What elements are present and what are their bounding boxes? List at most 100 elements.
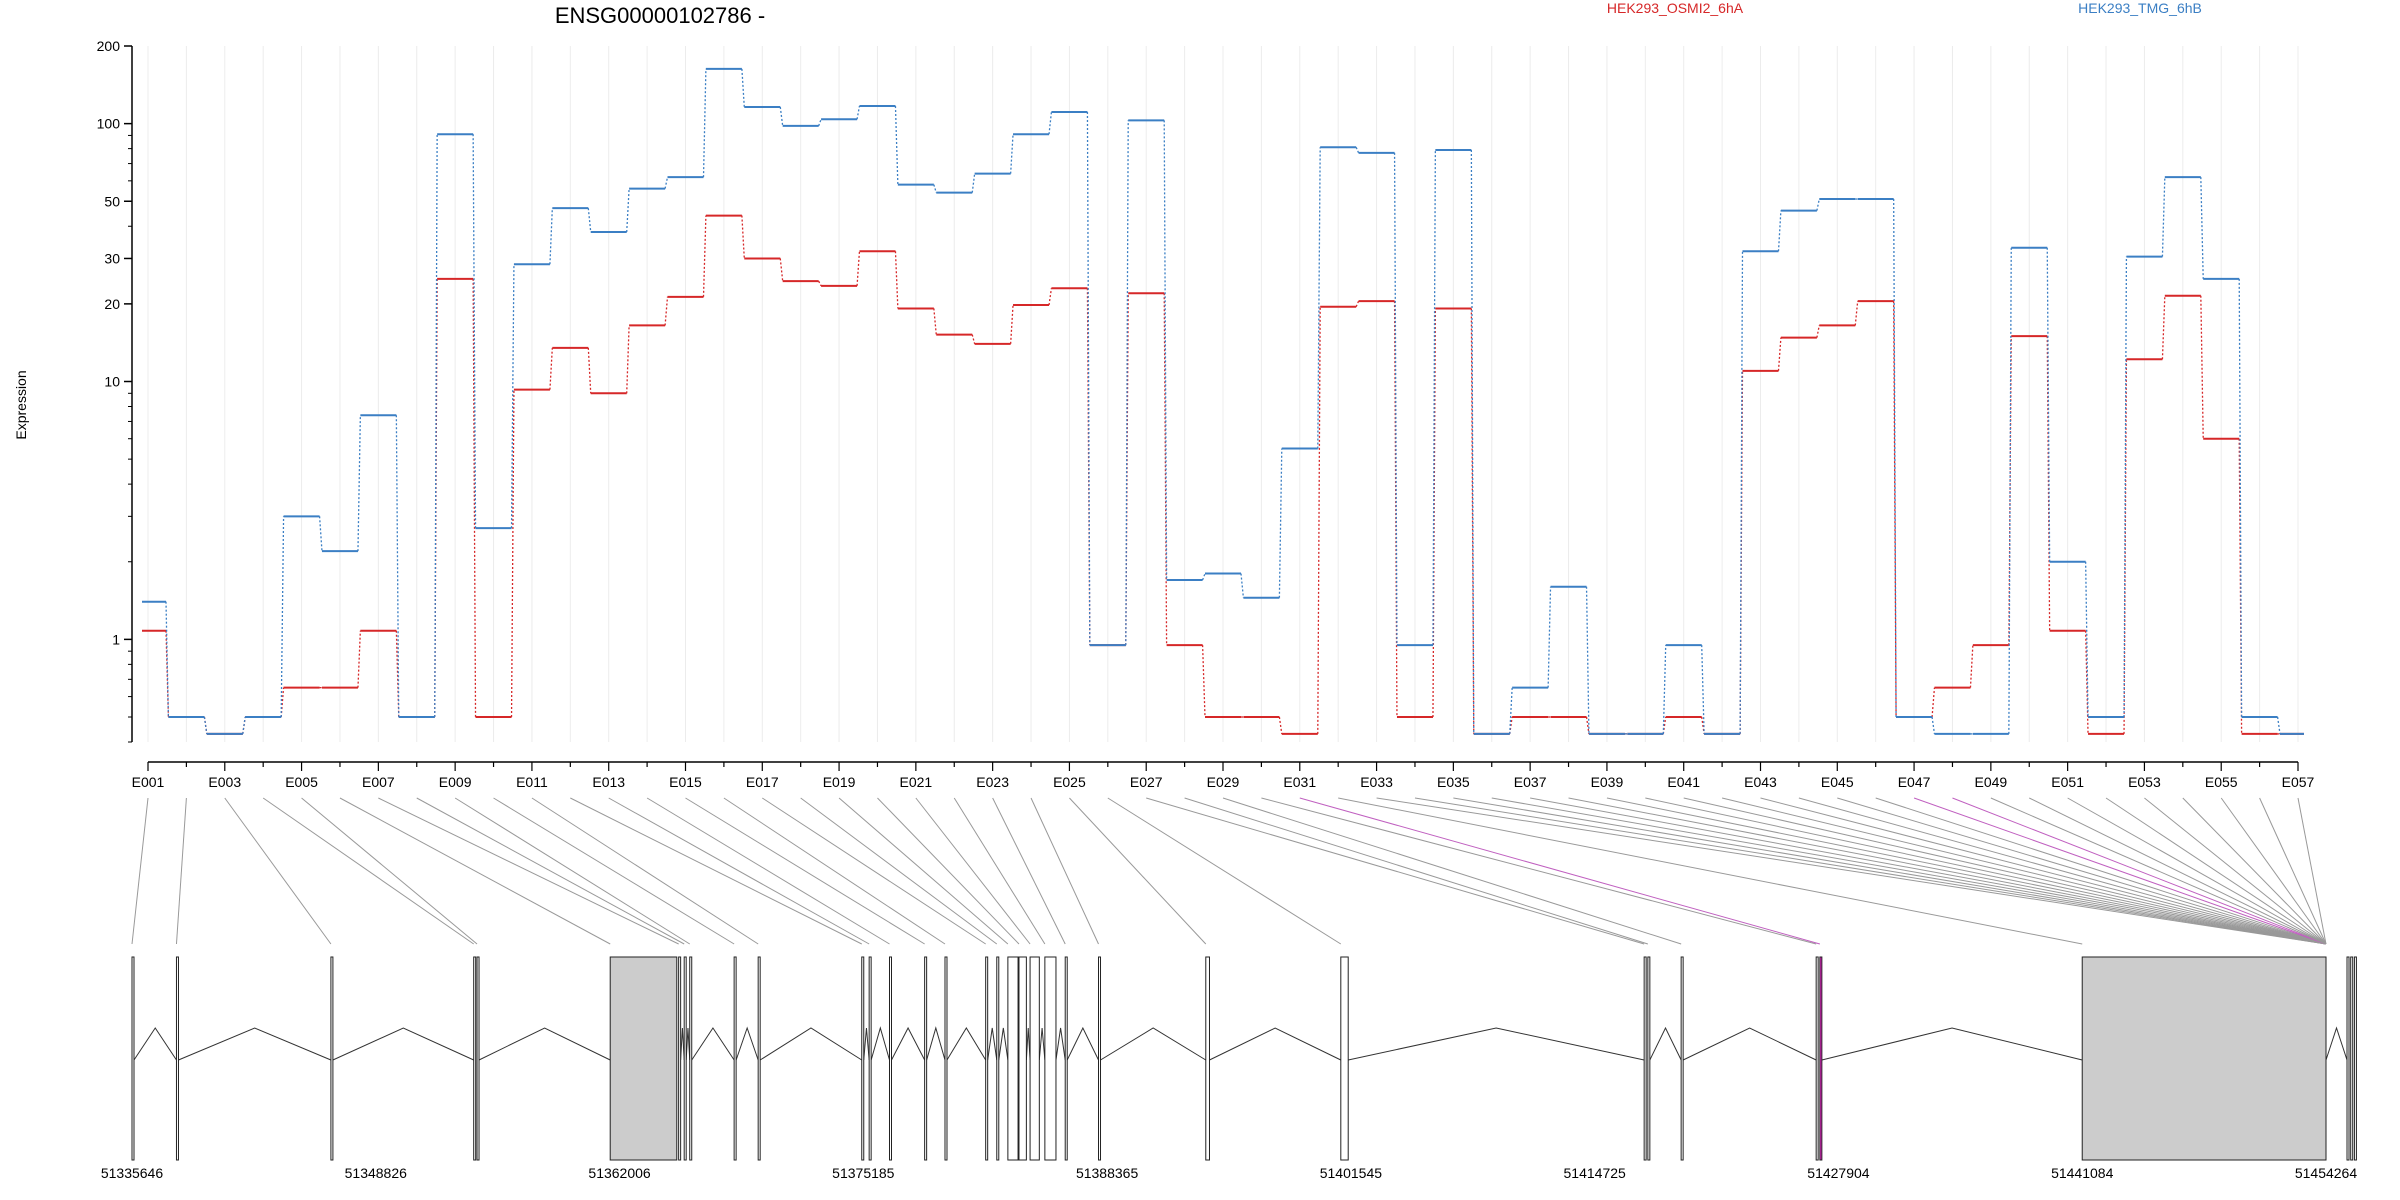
x-axis: E001 E003 E005 E007 E009 E011 E013 E015 E017 E019…: [132, 761, 2315, 790]
series-connector: [1470, 150, 1475, 734]
y-tick-label: 10: [104, 374, 120, 390]
exon-box: [996, 956, 1000, 1161]
exon-label: E053: [2128, 774, 2161, 790]
series-connector: [2123, 359, 2128, 734]
exon-connector: [1146, 797, 1645, 945]
exon-connector: [1875, 797, 2327, 945]
series-connector: [1240, 573, 1245, 598]
exon-connector: [531, 797, 759, 945]
intron-chevron: [1038, 1027, 1046, 1061]
exon-box: [861, 956, 865, 1161]
exon-label: E001: [132, 774, 165, 790]
exon-box: [476, 956, 480, 1161]
exon-box: [678, 956, 682, 1161]
series-connector: [280, 516, 285, 718]
exon-box: [1029, 956, 1040, 1161]
intron-chevron: [926, 1026, 946, 1061]
exon-box: [131, 956, 135, 1161]
exon-box: [175, 956, 179, 1161]
exon-connector: [2297, 797, 2327, 945]
series-connector: [434, 134, 438, 718]
intron-chevron: [691, 1027, 735, 1061]
exon-box: [2353, 956, 2357, 1161]
series-connector: [1509, 716, 1513, 734]
exon-box: [1340, 956, 1349, 1161]
series-connector: [1662, 716, 1667, 734]
exon-label: E019: [823, 774, 856, 790]
series-connector: [856, 105, 861, 120]
series-connector: [2084, 630, 2089, 734]
exon-label: E003: [208, 774, 241, 790]
series-connector: [2123, 256, 2128, 718]
series-connector: [549, 208, 553, 265]
exon-box: [868, 956, 872, 1161]
exon-label: E043: [1744, 774, 1777, 790]
exon-connectors: [131, 797, 2327, 945]
intron-chevron: [1649, 1026, 1682, 1061]
exon-box: [944, 956, 948, 1161]
exon-connector: [838, 797, 1009, 945]
series-connector: [1355, 146, 1360, 154]
intron-chevron: [1025, 1027, 1031, 1061]
genome-coordinate-label: 51348826: [345, 1165, 408, 1181]
exon-connector: [1952, 797, 2327, 945]
series-connector: [1201, 645, 1206, 718]
exon-connector: [1376, 797, 2327, 945]
exon-box: [1098, 956, 1102, 1161]
exon-box: [733, 956, 737, 1161]
genome-coordinate-label: 51427904: [1807, 1165, 1870, 1181]
exon-box: [1018, 956, 1027, 1161]
series-connector: [1509, 687, 1513, 734]
exon-box: [1819, 956, 1823, 1161]
exon-box: [1815, 956, 1819, 1161]
intron-chevron: [759, 1027, 863, 1061]
exon-box: [888, 956, 892, 1161]
exon-label: E029: [1207, 774, 1240, 790]
exon-connector: [1107, 797, 1342, 945]
exon-label: E031: [1283, 774, 1316, 790]
exon-connector: [131, 797, 149, 945]
genome-coordinate-label: 51441084: [2051, 1165, 2114, 1181]
exon-connector: [608, 797, 870, 945]
exon-connector: [1299, 797, 1821, 945]
exon-label: E041: [1667, 774, 1700, 790]
exon-connector: [1990, 797, 2327, 945]
exon-connector: [416, 797, 685, 945]
series-connector: [818, 119, 822, 127]
intron-chevron: [1100, 1027, 1207, 1061]
series-connector: [472, 134, 477, 529]
exon-connector: [1837, 797, 2327, 945]
exon-connector: [762, 797, 986, 945]
exon-box: [1044, 956, 1057, 1161]
intron-chevron: [735, 1026, 759, 1061]
exon-connector: [2182, 797, 2327, 945]
series-connector: [1893, 301, 1897, 718]
exon-label: E017: [746, 774, 779, 790]
exon-connector: [1683, 797, 2327, 945]
y-tick-label: 1: [112, 631, 120, 647]
exon-label: E033: [1360, 774, 1393, 790]
series-connector: [2161, 295, 2166, 360]
exon-connector: [800, 797, 998, 945]
series-connector: [2161, 177, 2166, 257]
exon-box: [1007, 956, 1019, 1161]
exon-connector: [1645, 797, 2327, 945]
exon-box: [2346, 956, 2350, 1161]
intron-chevron: [2325, 1026, 2348, 1061]
series-connector: [1125, 120, 1129, 646]
exon-box: [1680, 956, 1684, 1161]
exon-connector: [723, 797, 946, 945]
series-connector: [1009, 134, 1014, 174]
series-connector: [2238, 278, 2243, 718]
intron-chevron: [1682, 1027, 1817, 1061]
exon-connector: [1491, 797, 2327, 945]
y-axis: 1 10 20 30 50 100 200: [97, 38, 133, 743]
series-connector: [2200, 177, 2204, 279]
exon-connector: [1721, 797, 2327, 945]
y-axis-label: Expression: [13, 370, 29, 439]
exon-connector: [1030, 797, 1099, 945]
exon-connector: [2105, 797, 2327, 945]
series-connector: [203, 716, 208, 734]
exon-label: E047: [1898, 774, 1931, 790]
